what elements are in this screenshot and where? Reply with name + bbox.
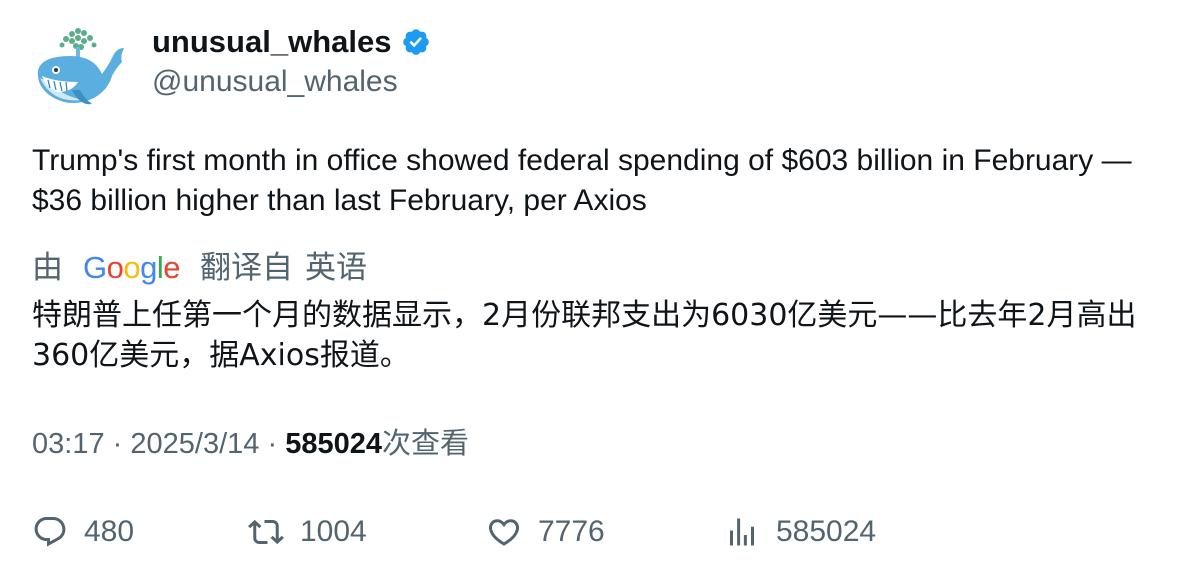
views-action-count: 585024 (776, 515, 877, 548)
tweet-text: Trump's first month in office showed fed… (32, 144, 1132, 217)
tweet-time[interactable]: 03:17 (32, 428, 105, 460)
tweet-date[interactable]: 2025/3/14 (130, 428, 260, 460)
like-count: 7776 (538, 515, 605, 548)
reply-count: 480 (84, 515, 135, 548)
like-button[interactable]: 7776 (486, 510, 605, 554)
user-handle[interactable]: @unusual_whales (152, 65, 398, 98)
views-count: 585024 (285, 428, 382, 460)
retweet-button[interactable]: 1004 (248, 510, 367, 554)
google-logo: Google (83, 250, 181, 285)
source-language: 英语 (305, 250, 368, 285)
verified-badge-icon (403, 29, 430, 55)
meta-separator: · (267, 428, 278, 460)
translation-attribution: 由 Google 翻译自 英语 (32, 246, 367, 290)
meta-separator: · (112, 428, 123, 460)
translate-by-label: 由 (32, 250, 63, 285)
display-name-row[interactable]: unusual_whales (152, 22, 431, 62)
translated-text: 特朗普上任第一个月的数据显示，2月份联邦支出为6030亿美元——比去年2月高出3… (32, 298, 1137, 373)
display-name[interactable]: unusual_whales (152, 24, 392, 59)
reply-icon (34, 517, 66, 547)
whale-icon[interactable] (32, 26, 126, 112)
heart-icon (488, 519, 520, 546)
views-label: 次查看 (381, 428, 469, 460)
retweet-icon (248, 519, 284, 545)
translate-from-label: 翻译自 (200, 250, 294, 285)
analytics-icon (730, 518, 754, 546)
views-button[interactable]: 585024 (724, 510, 876, 554)
tweet-meta: 03:17 · 2025/3/14 · 585024次查看 (32, 424, 469, 464)
action-bar: 480 1004 7776 585024 (32, 510, 1172, 554)
retweet-count: 1004 (300, 515, 367, 548)
reply-button[interactable]: 480 (32, 510, 134, 554)
